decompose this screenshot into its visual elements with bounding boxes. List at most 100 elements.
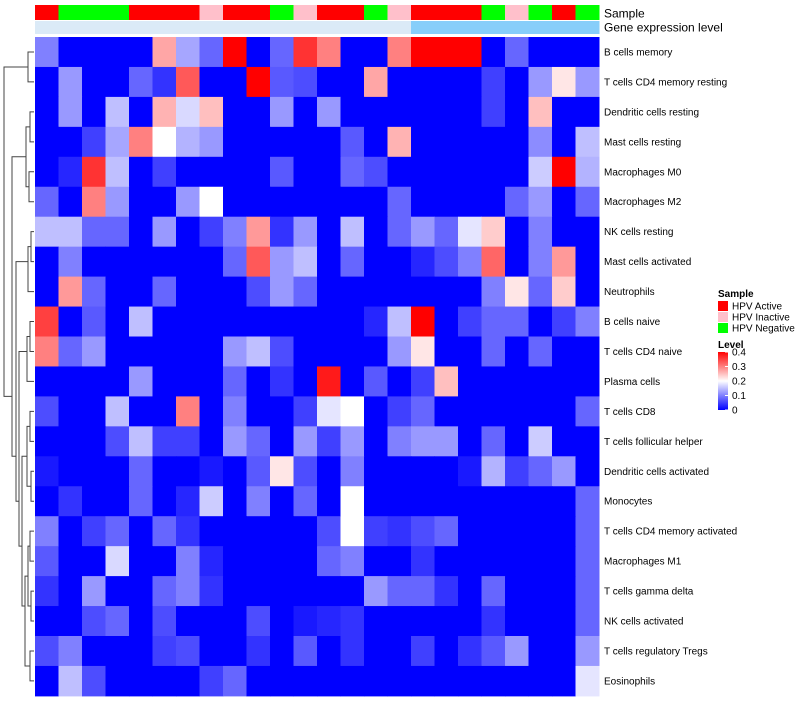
anno-sample-cell [340, 5, 365, 20]
heatmap-cell [246, 516, 271, 547]
heatmap-cell [575, 576, 600, 607]
dendrogram-branch [30, 231, 34, 263]
heatmap-cell [105, 396, 130, 427]
heatmap-cell [575, 246, 600, 278]
heatmap-cell [505, 126, 529, 158]
heatmap-cell [246, 665, 271, 697]
level-color-bar [718, 352, 728, 410]
heatmap-cell [575, 216, 600, 248]
heatmap-cell [199, 276, 224, 308]
heatmap-cell [176, 665, 200, 697]
heatmap-cell [552, 456, 576, 487]
anno-gene-expression-level-cell [129, 21, 153, 34]
heatmap-cell [129, 276, 153, 308]
heatmap-cell [82, 426, 106, 457]
heatmap-cell [152, 306, 177, 337]
heatmap-cell [270, 246, 294, 278]
anno-sample-cell [223, 5, 247, 20]
heatmap-cell [458, 246, 482, 278]
heatmap-cell [364, 665, 388, 697]
heatmap-cell [82, 96, 106, 128]
heatmap-cell [129, 516, 153, 547]
heatmap-cell [199, 576, 224, 607]
heatmap-cell [105, 37, 130, 68]
level-tick-label: 0 [732, 406, 738, 417]
heatmap-cell [434, 636, 459, 667]
row-label: NK cells activated [604, 617, 683, 628]
heatmap-cell [246, 426, 271, 457]
heatmap-cell [458, 336, 482, 367]
row-label: Mast cells activated [604, 257, 691, 268]
heatmap-cell [223, 216, 247, 248]
heatmap-cell [528, 516, 553, 547]
heatmap-cell [129, 576, 153, 607]
heatmap-cell [552, 276, 576, 308]
anno-gene-expression-level-cell [575, 21, 600, 34]
heatmap-cell [58, 396, 83, 427]
heatmap-cell [387, 606, 412, 637]
heatmap-cell [270, 456, 294, 487]
heatmap-cell [505, 216, 529, 248]
heatmap-cell [575, 336, 600, 367]
heatmap-cell [317, 66, 341, 98]
heatmap-cell [129, 366, 153, 397]
heatmap-cell [176, 37, 200, 68]
heatmap-cell [340, 516, 365, 547]
heatmap-cell [105, 306, 130, 337]
anno-gene-expression-level-cell [387, 21, 412, 34]
heatmap-cell [176, 276, 200, 308]
heatmap-cell [528, 486, 553, 517]
heatmap-cell [340, 126, 365, 158]
anno-gene-expression-level-cell [176, 21, 200, 34]
heatmap-cell [505, 156, 529, 188]
heatmap-cell [434, 336, 459, 367]
heatmap-cell [364, 336, 388, 367]
level-legend-title: Level [718, 340, 744, 351]
row-label: T cells follicular helper [604, 437, 703, 448]
heatmap-cell [58, 576, 83, 607]
heatmap-cell [223, 486, 247, 517]
sample-legend-label: HPV Inactive [732, 313, 790, 324]
heatmap-cell [105, 96, 130, 128]
heatmap-cell [152, 546, 177, 577]
heatmap-cell [552, 96, 576, 128]
heatmap-cell [434, 216, 459, 248]
anno-sample-cell [481, 5, 506, 20]
heatmap-cell [223, 336, 247, 367]
heatmap-cell [364, 96, 388, 128]
heatmap-cell [317, 186, 341, 218]
heatmap-cell [58, 456, 83, 487]
heatmap-cell [105, 186, 130, 218]
heatmap-cell [293, 37, 318, 68]
heatmap-cell [246, 306, 271, 337]
heatmap-cell [481, 336, 506, 367]
heatmap-cell [176, 186, 200, 218]
heatmap-cell [82, 396, 106, 427]
heatmap-cell [364, 456, 388, 487]
heatmap-cell [58, 186, 83, 218]
heatmap-cell [505, 576, 529, 607]
heatmap-cell [411, 96, 435, 128]
heatmap-cell [223, 186, 247, 218]
heatmap-cell [481, 96, 506, 128]
heatmap-cell [552, 336, 576, 367]
row-label: Neutrophils [604, 287, 655, 298]
row-label: Dendritic cells resting [604, 107, 699, 118]
heatmap-cell [82, 126, 106, 158]
row-label: Monocytes [604, 497, 652, 508]
anno-sample-cell [58, 5, 83, 20]
heatmap-cell [176, 126, 200, 158]
anno-gene-expression-level-cell [58, 21, 83, 34]
heatmap-cell [58, 336, 83, 367]
heatmap-cell [246, 636, 271, 667]
heatmap-cell [575, 636, 600, 667]
heatmap-cell [505, 396, 529, 427]
heatmap-cell [82, 486, 106, 517]
heatmap-cell [223, 156, 247, 188]
heatmap-cell [35, 546, 59, 577]
heatmap-cell [35, 306, 59, 337]
heatmap-cell [458, 37, 482, 68]
heatmap-cell [105, 546, 130, 577]
heatmap-cell [340, 606, 365, 637]
